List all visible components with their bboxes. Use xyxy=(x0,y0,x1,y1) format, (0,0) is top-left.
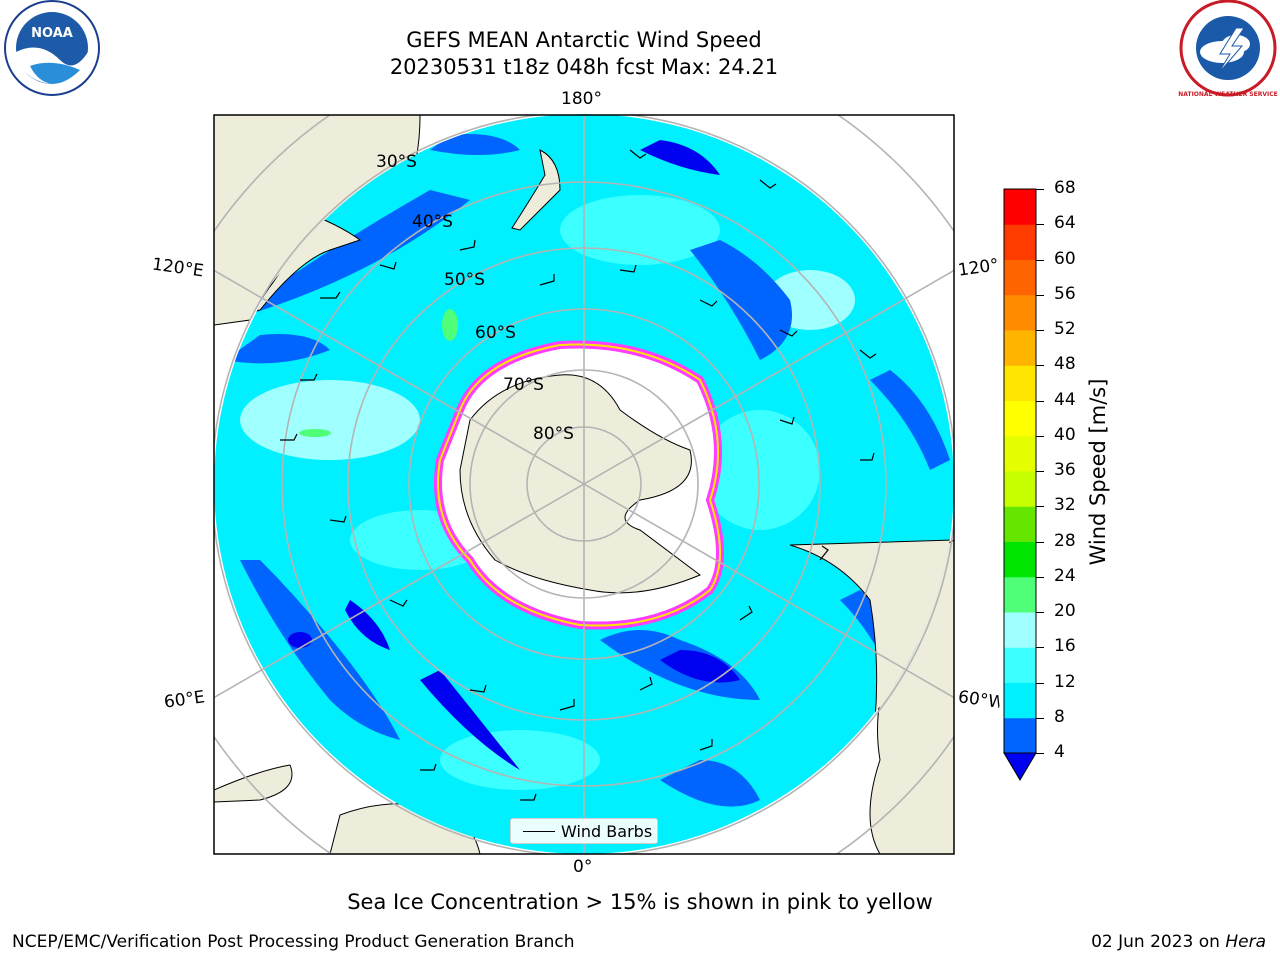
colorbar-tick xyxy=(1036,717,1044,719)
colorbar-tick xyxy=(1036,576,1044,578)
legend-label: Wind Barbs xyxy=(561,822,653,841)
colorbar-tick-label: 12 xyxy=(1054,671,1076,692)
colorbar-tick-label: 24 xyxy=(1054,565,1076,586)
colorbar-segment xyxy=(1004,400,1036,437)
lat-label-30s: 30°S xyxy=(376,152,417,172)
colorbar-segment xyxy=(1004,294,1036,331)
colorbar-extend-min xyxy=(1003,752,1037,781)
colorbar-segment xyxy=(1004,647,1036,683)
colorbar-tick-label: 56 xyxy=(1054,283,1076,304)
colorbar-tick-label: 16 xyxy=(1054,636,1076,657)
nws-logo-text: NATIONAL WEATHER SERVICE xyxy=(1178,91,1277,98)
colorbar-segment xyxy=(1004,682,1036,719)
colorbar-segment xyxy=(1004,365,1036,401)
colorbar-segment xyxy=(1004,435,1036,472)
noaa-logo: NOAA xyxy=(4,0,100,96)
colorbar-segment xyxy=(1004,506,1036,542)
colorbar-tick xyxy=(1036,471,1044,472)
lat-label-70s: 70°S xyxy=(503,375,544,395)
colorbar-segment xyxy=(1004,612,1036,648)
colorbar-tick xyxy=(1036,541,1044,543)
nws-logo: NATIONAL WEATHER SERVICE xyxy=(1178,0,1278,98)
colorbar-segment xyxy=(1004,471,1036,507)
colorbar-segment xyxy=(1004,717,1036,754)
colorbar-tick xyxy=(1036,400,1044,402)
wind-barb-legend-line xyxy=(523,831,555,832)
colorbar-tick-label: 4 xyxy=(1054,742,1065,762)
colorbar-tick xyxy=(1036,435,1044,437)
noaa-logo-text: NOAA xyxy=(31,26,73,41)
colorbar-segment xyxy=(1004,189,1036,225)
lat-label-80s: 80°S xyxy=(533,424,574,444)
colorbar-tick-label: 48 xyxy=(1054,354,1076,375)
colorbar-tick xyxy=(1036,330,1044,331)
colorbar-tick xyxy=(1036,682,1044,684)
colorbar-segment xyxy=(1004,224,1036,260)
footer-date-text: 02 Jun 2023 on xyxy=(1091,932,1226,952)
lat-label-40s: 40°S xyxy=(412,212,453,232)
colorbar-tick xyxy=(1036,259,1044,261)
chart-title: GEFS MEAN Antarctic Wind Speed xyxy=(406,28,762,52)
lon-label-top: 180° xyxy=(561,89,602,109)
colorbar-segment xyxy=(1004,330,1036,366)
colorbar-segment xyxy=(1004,541,1036,578)
colorbar-tick xyxy=(1036,294,1044,296)
colorbar xyxy=(1003,188,1037,781)
colorbar-tick-label: 44 xyxy=(1054,389,1076,410)
colorbar-tick-label: 52 xyxy=(1054,319,1076,339)
colorbar-tick-label: 64 xyxy=(1054,213,1076,234)
colorbar-tick-label: 68 xyxy=(1054,178,1076,198)
footer-date: 02 Jun 2023 on Hera xyxy=(1091,932,1266,952)
colorbar-tick xyxy=(1036,753,1044,754)
colorbar-tick-label: 8 xyxy=(1054,706,1065,727)
colorbar-segment xyxy=(1004,259,1036,296)
lat-label-60s: 60°S xyxy=(475,323,516,343)
colorbar-tick xyxy=(1036,647,1044,649)
lon-label-bottom: 0° xyxy=(573,857,593,877)
colorbar-tick-label: 36 xyxy=(1054,460,1076,480)
colorbar-tick-label: 32 xyxy=(1054,495,1076,516)
lat-label-50s: 50°S xyxy=(444,270,485,290)
colorbar-tick-label: 40 xyxy=(1054,424,1076,445)
footer-machine: Hera xyxy=(1225,932,1266,952)
colorbar-tick-label: 28 xyxy=(1054,530,1076,551)
map-legend: Wind Barbs xyxy=(510,818,658,844)
chart-subtitle: 20230531 t18z 048h fcst Max: 24.21 xyxy=(389,55,779,79)
colorbar-tick xyxy=(1036,224,1044,226)
sea-ice-caption: Sea Ice Concentration > 15% is shown in … xyxy=(347,890,933,914)
colorbar-tick xyxy=(1036,365,1044,367)
colorbar-tick-label: 20 xyxy=(1054,601,1076,621)
colorbar-tick xyxy=(1036,612,1044,613)
colorbar-label: Wind Speed [m/s] xyxy=(1086,378,1110,566)
colorbar-tick-label: 60 xyxy=(1054,248,1076,269)
colorbar-segment xyxy=(1004,576,1036,613)
colorbar-tick xyxy=(1036,506,1044,508)
graticule xyxy=(214,115,954,854)
wind-barbs xyxy=(280,149,877,801)
colorbar-tick xyxy=(1036,189,1044,190)
footer-branch: NCEP/EMC/Verification Post Processing Pr… xyxy=(12,932,575,952)
